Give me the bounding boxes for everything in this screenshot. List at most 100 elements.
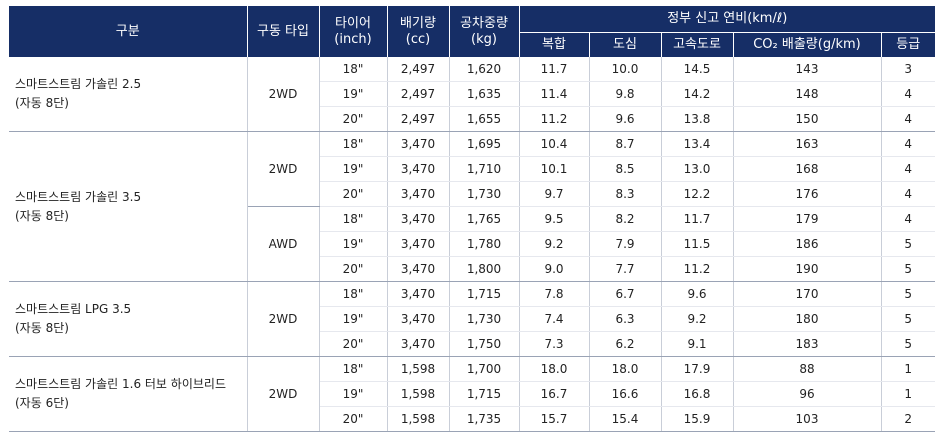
combined-cell: 16.7: [519, 381, 590, 407]
highway-cell: 13.4: [661, 131, 734, 157]
displacement-cell: 3,470: [387, 306, 450, 332]
combined-cell: 11.4: [519, 81, 590, 107]
combined-cell: 9.0: [519, 256, 590, 282]
table-row: 20" 3,470 1,730 9.7 8.3 12.2 176 4: [9, 181, 935, 207]
highway-cell: 13.8: [661, 106, 734, 132]
fuel-economy-spec-table: 구분 구동 타입 타이어 (inch) 배기량 (cc) 공차중량 (kg) 정부 신…: [9, 6, 935, 432]
highway-cell: 9.1: [661, 331, 734, 357]
curb-weight-cell: 1,750: [449, 331, 520, 357]
co2-cell: 163: [733, 131, 882, 157]
table-row: 스마트스트림 가솔린 2.5 (자동 8단) 2WD 18" 2,497 1,620 11.…: [9, 57, 935, 132]
curb-weight-cell: 1,715: [449, 381, 520, 407]
city-cell: 7.9: [589, 231, 662, 257]
combined-cell: 9.2: [519, 231, 590, 257]
displacement-cell: 3,470: [387, 131, 450, 157]
city-cell: 15.4: [589, 406, 662, 432]
displacement-cell: 1,598: [387, 381, 450, 407]
highway-cell: 17.9: [661, 356, 734, 382]
grade-cell: 4: [881, 131, 935, 157]
co2-cell: 150: [733, 106, 882, 132]
table-row: 19" 3,470 1,780 9.2 7.9 11.5 186 5: [9, 231, 935, 257]
drive-type-cell: 2WD: [247, 281, 320, 357]
model-name-line: 스마트스트림 LPG 3.5: [15, 302, 132, 316]
model-name-cell: 스마트스트림 가솔린 1.6 터보 하이브리드 (자동 6단): [9, 356, 248, 432]
displacement-cell: 3,470: [387, 256, 450, 282]
grade-cell: 5: [881, 256, 935, 282]
highway-cell: 14.2: [661, 81, 734, 107]
header-curb-weight: 공차중량 (kg): [449, 6, 520, 57]
displacement-cell: 3,470: [387, 206, 450, 232]
combined-cell: 10.1: [519, 156, 590, 182]
highway-cell: 11.5: [661, 231, 734, 257]
displacement-cell: 1,598: [387, 406, 450, 432]
grade-cell: 4: [881, 156, 935, 182]
model-name-cell: 스마트스트림 가솔린 3.5 (자동 8단): [9, 131, 248, 282]
highway-cell: 12.2: [661, 181, 734, 207]
table-row: 스마트스트림 가솔린 3.5 (자동 8단) 2WD 18" 3,470 1,695 10.…: [9, 131, 935, 282]
header-grade: 등급: [881, 32, 935, 57]
grade-cell: 5: [881, 331, 935, 357]
highway-cell: 14.5: [661, 57, 734, 82]
curb-weight-cell: 1,800: [449, 256, 520, 282]
co2-cell: 170: [733, 281, 882, 307]
co2-cell: 176: [733, 181, 882, 207]
model-name-line: 스마트스트림 가솔린 3.5: [15, 189, 142, 204]
tire-cell: 19": [319, 156, 388, 182]
city-cell: 8.2: [589, 206, 662, 232]
model-name-line: 스마트스트림 가솔린 1.6 터보 하이브리드: [15, 377, 226, 391]
co2-cell: 183: [733, 331, 882, 357]
table-row: 스마트스트림 LPG 3.5 (자동 8단) 2WD 18" 3,470 1,715 7.8…: [9, 281, 935, 357]
combined-cell: 11.7: [519, 57, 590, 82]
city-cell: 6.7: [589, 281, 662, 307]
highway-cell: 9.2: [661, 306, 734, 332]
city-cell: 8.5: [589, 156, 662, 182]
grade-cell: 4: [881, 81, 935, 107]
table-row: 스마트스트림 가솔린 1.6 터보 하이브리드 (자동 6단) 2WD 18" 1,59…: [9, 356, 935, 432]
co2-cell: 179: [733, 206, 882, 232]
curb-weight-cell: 1,735: [449, 406, 520, 432]
curb-weight-cell: 1,710: [449, 156, 520, 182]
displacement-cell: 3,470: [387, 156, 450, 182]
co2-cell: 168: [733, 156, 882, 182]
tire-cell: 18": [319, 356, 388, 382]
table-row: 19" 2,497 1,635 11.4 9.8 14.2 148 4: [9, 81, 935, 107]
tire-cell: 19": [319, 306, 388, 332]
city-cell: 6.3: [589, 306, 662, 332]
model-name-line: (자동 6단): [15, 396, 69, 410]
co2-cell: 180: [733, 306, 882, 332]
drive-type-cell: 2WD: [247, 131, 320, 207]
curb-weight-cell: 1,695: [449, 131, 520, 157]
combined-cell: 7.3: [519, 331, 590, 357]
header-category: 구분: [9, 6, 248, 57]
grade-cell: 5: [881, 281, 935, 307]
tire-cell: 20": [319, 331, 388, 357]
co2-cell: 103: [733, 406, 882, 432]
combined-cell: 15.7: [519, 406, 590, 432]
grade-cell: 4: [881, 106, 935, 132]
tire-cell: 20": [319, 406, 388, 432]
combined-cell: 18.0: [519, 356, 590, 382]
displacement-cell: 2,497: [387, 106, 450, 132]
displacement-cell: 3,470: [387, 281, 450, 307]
header-tire: 타이어 (inch): [319, 6, 388, 57]
tire-cell: 20": [319, 106, 388, 132]
tire-cell: 18": [319, 131, 388, 157]
city-cell: 9.6: [589, 106, 662, 132]
highway-cell: 16.8: [661, 381, 734, 407]
city-cell: 10.0: [589, 57, 662, 82]
highway-cell: 11.7: [661, 206, 734, 232]
grade-cell: 4: [881, 206, 935, 232]
header-highway: 고속도로: [661, 32, 734, 57]
model-name-line: (자동 8단): [15, 208, 69, 223]
tire-cell: 19": [319, 381, 388, 407]
header-co2: CO₂ 배출량(g/km): [733, 32, 882, 57]
header-combined: 복합: [519, 32, 590, 57]
curb-weight-cell: 1,780: [449, 231, 520, 257]
table-row: 19" 3,470 1,730 7.4 6.3 9.2 180 5: [9, 306, 935, 332]
grade-cell: 1: [881, 381, 935, 407]
tire-cell: 18": [319, 281, 388, 307]
co2-cell: 186: [733, 231, 882, 257]
drive-type-cell: AWD: [247, 206, 320, 282]
header-tire-label: 타이어: [335, 15, 371, 31]
co2-cell: 190: [733, 256, 882, 282]
